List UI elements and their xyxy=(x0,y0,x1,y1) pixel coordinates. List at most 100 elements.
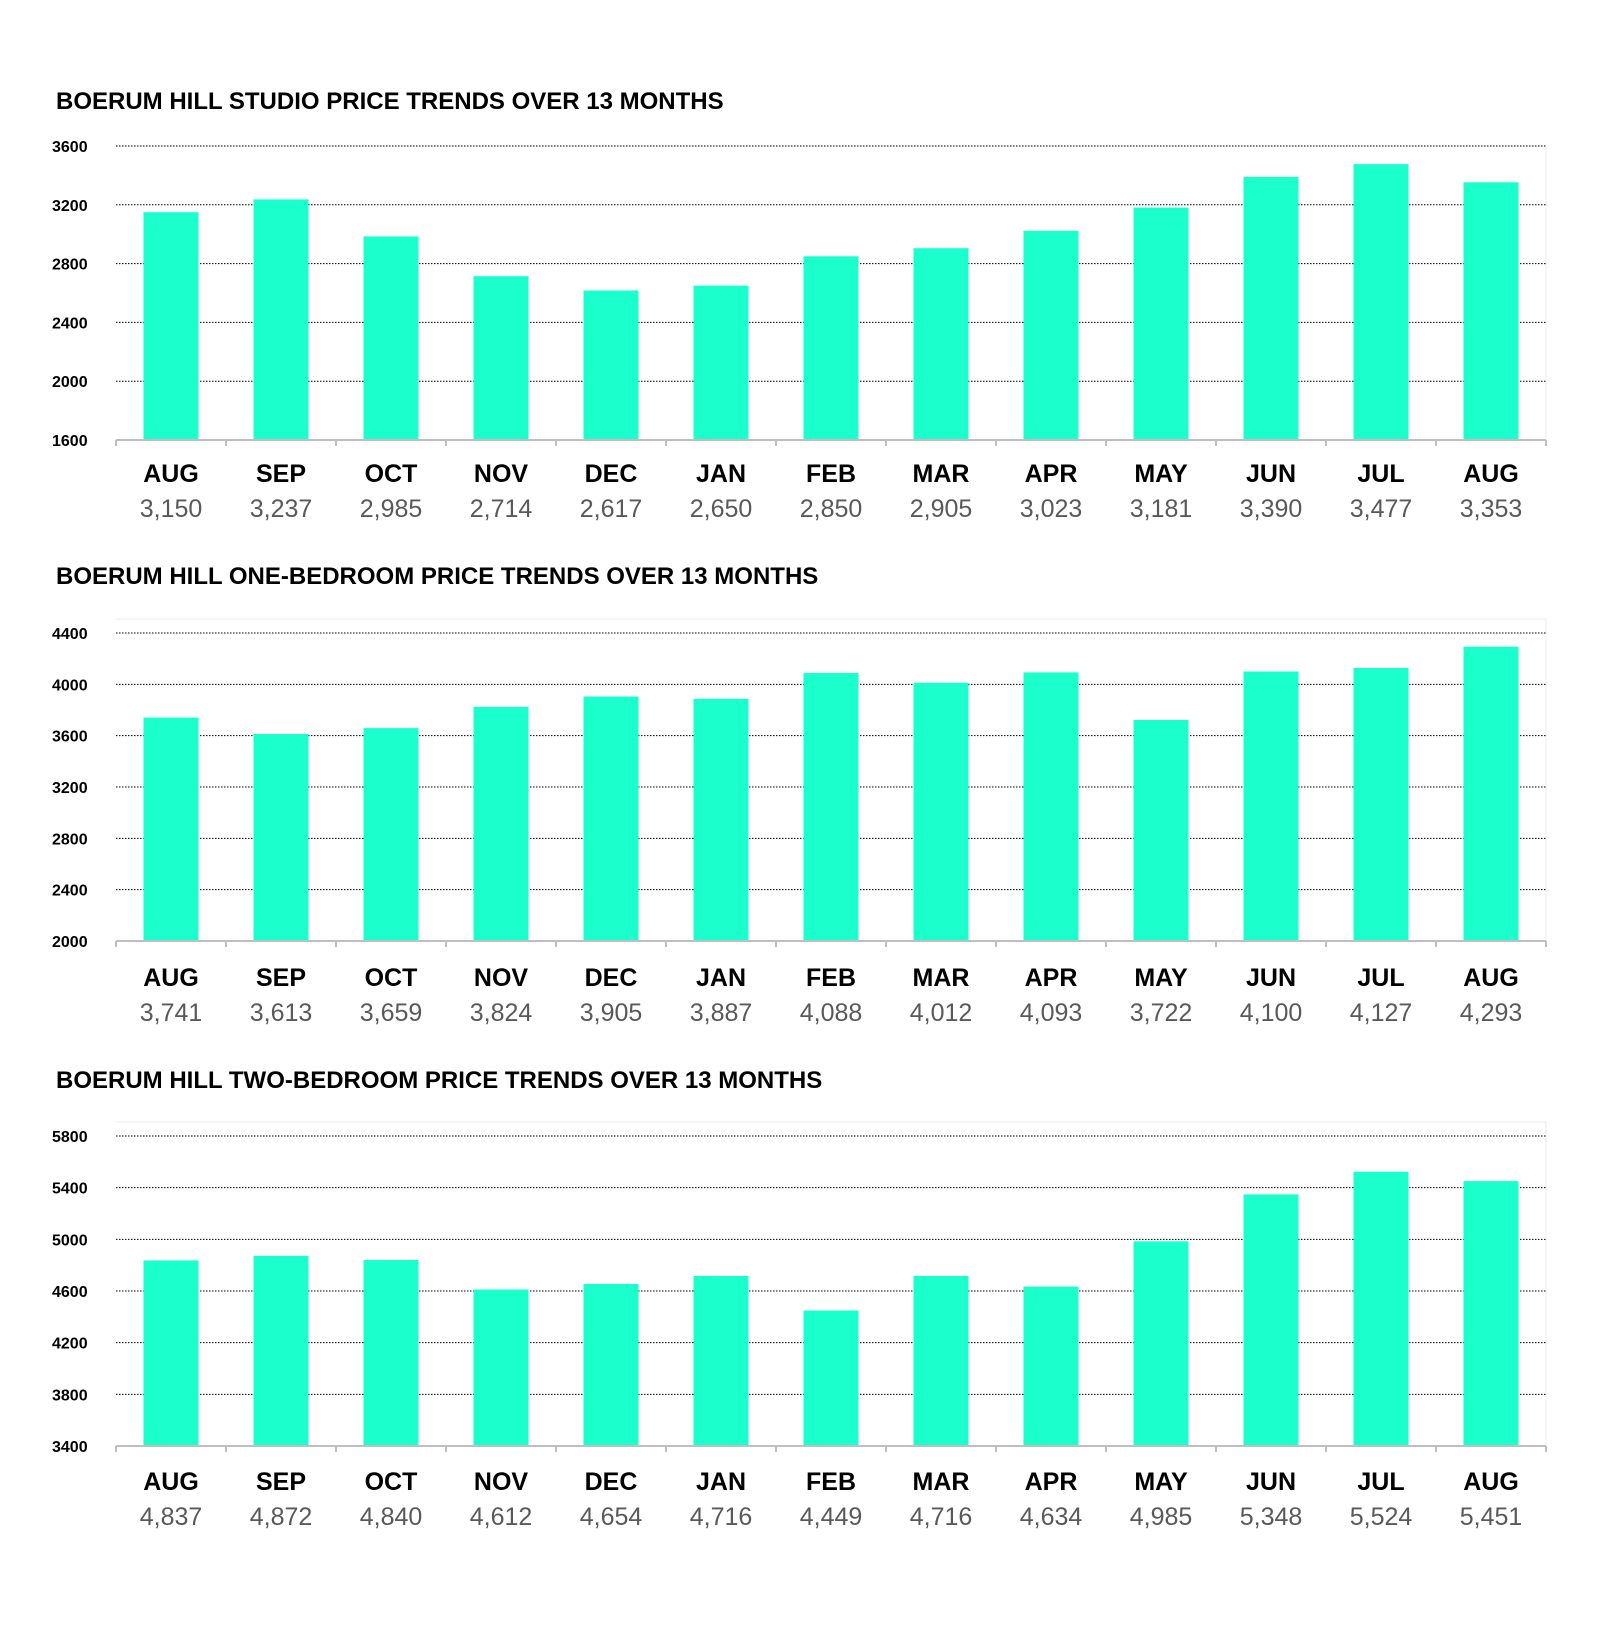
category-label: AUG xyxy=(143,1468,199,1496)
bar xyxy=(803,673,859,941)
value-label: 4,634 xyxy=(1020,1503,1083,1531)
bar xyxy=(1243,176,1299,440)
category-label: MAY xyxy=(1134,964,1188,992)
category-label: MAY xyxy=(1134,1468,1188,1496)
bar xyxy=(253,734,309,941)
value-label: 4,654 xyxy=(580,1503,643,1531)
value-label: 5,451 xyxy=(1460,1503,1523,1531)
y-tick-label: 5400 xyxy=(52,1181,88,1198)
value-label: 4,293 xyxy=(1460,999,1523,1027)
y-tick-label: 4400 xyxy=(52,626,88,643)
category-label: SEP xyxy=(256,460,306,488)
value-label: 4,840 xyxy=(360,1503,423,1531)
value-label: 4,837 xyxy=(140,1503,203,1531)
category-label: JUN xyxy=(1246,1468,1296,1496)
bar xyxy=(803,1310,859,1446)
category-label: NOV xyxy=(474,964,529,992)
category-label: AUG xyxy=(1463,964,1519,992)
category-label: JUN xyxy=(1246,964,1296,992)
value-label: 3,390 xyxy=(1240,495,1303,523)
value-label: 3,237 xyxy=(250,495,313,523)
bar xyxy=(363,236,419,440)
y-tick-label: 3400 xyxy=(52,1439,88,1456)
bar xyxy=(363,728,419,941)
bar xyxy=(803,256,859,441)
category-label: APR xyxy=(1025,964,1078,992)
value-label: 3,824 xyxy=(470,999,533,1027)
one-bedroom-bar-chart: 2000 2400 2800 3200 3600 4000 4400 AUG 3,741 SEP 3… xyxy=(52,618,1547,1027)
category-label: OCT xyxy=(365,1468,418,1496)
category-label: JAN xyxy=(696,964,746,992)
bar xyxy=(473,706,529,941)
bar xyxy=(1353,668,1409,941)
y-tick-label: 2000 xyxy=(52,374,88,391)
chart-title: BOERUM HILL TWO-BEDROOM PRICE TRENDS OVE… xyxy=(56,1067,823,1094)
chart-title: BOERUM HILL ONE-BEDROOM PRICE TRENDS OVE… xyxy=(56,563,819,590)
value-label: 4,012 xyxy=(910,999,973,1027)
value-label: 2,714 xyxy=(470,495,533,523)
y-tick-label: 3200 xyxy=(52,198,88,215)
category-label: MAR xyxy=(913,964,970,992)
value-label: 3,150 xyxy=(140,495,203,523)
value-label: 3,741 xyxy=(140,999,203,1027)
bar xyxy=(143,717,199,941)
value-label: 4,127 xyxy=(1350,999,1413,1027)
category-label: FEB xyxy=(806,964,856,992)
y-tick-label: 1600 xyxy=(52,433,88,450)
y-tick-label: 3800 xyxy=(52,1387,88,1404)
bar xyxy=(1023,672,1079,941)
y-tick-label: 3200 xyxy=(52,780,88,797)
value-label: 4,716 xyxy=(690,1503,753,1531)
bar xyxy=(143,1260,199,1446)
bar xyxy=(473,1289,529,1446)
y-tick-label: 4200 xyxy=(52,1336,88,1353)
value-label: 4,088 xyxy=(800,999,863,1027)
value-label: 2,905 xyxy=(910,495,973,523)
bar xyxy=(583,290,639,440)
bar xyxy=(913,248,969,440)
value-label: 2,985 xyxy=(360,495,423,523)
category-label: FEB xyxy=(806,1468,856,1496)
value-label: 3,659 xyxy=(360,999,423,1027)
bar xyxy=(1133,207,1189,440)
category-label: MAR xyxy=(913,1468,970,1496)
category-label: DEC xyxy=(585,460,638,488)
bar xyxy=(363,1260,419,1446)
category-label: SEP xyxy=(256,964,306,992)
value-label: 4,985 xyxy=(1130,1503,1193,1531)
category-label: AUG xyxy=(143,964,199,992)
bar xyxy=(693,285,749,440)
bar xyxy=(693,698,749,941)
y-tick-label: 3600 xyxy=(52,139,88,156)
y-tick-label: 5800 xyxy=(52,1129,88,1146)
bar xyxy=(1243,671,1299,941)
y-tick-label: 5000 xyxy=(52,1232,88,1249)
category-label: OCT xyxy=(365,964,418,992)
y-tick-label: 4600 xyxy=(52,1284,88,1301)
category-label: APR xyxy=(1025,1468,1078,1496)
value-label: 5,524 xyxy=(1350,1503,1413,1531)
value-label: 3,477 xyxy=(1350,495,1413,523)
two-bedroom-bar-chart: 3400 3800 4200 4600 5000 5400 5800 AUG 4,837 SEP 4… xyxy=(52,1121,1547,1531)
category-label: JUL xyxy=(1357,964,1404,992)
category-label: SEP xyxy=(256,1468,306,1496)
category-label: AUG xyxy=(1463,460,1519,488)
bar xyxy=(913,682,969,941)
bar xyxy=(253,199,309,440)
value-label: 3,181 xyxy=(1130,495,1193,523)
value-label: 4,612 xyxy=(470,1503,533,1531)
category-label: NOV xyxy=(474,460,529,488)
value-label: 4,093 xyxy=(1020,999,1083,1027)
chart-title: BOERUM HILL STUDIO PRICE TRENDS OVER 13 … xyxy=(56,88,724,115)
bar xyxy=(1463,182,1519,441)
plot-area-border xyxy=(116,618,1547,941)
y-tick-label: 4000 xyxy=(52,677,88,694)
value-label: 3,722 xyxy=(1130,999,1193,1027)
bar xyxy=(693,1276,749,1446)
value-label: 3,613 xyxy=(250,999,313,1027)
category-label: JUL xyxy=(1357,460,1404,488)
bar xyxy=(1243,1194,1299,1446)
category-label: AUG xyxy=(143,460,199,488)
bar xyxy=(583,1284,639,1446)
